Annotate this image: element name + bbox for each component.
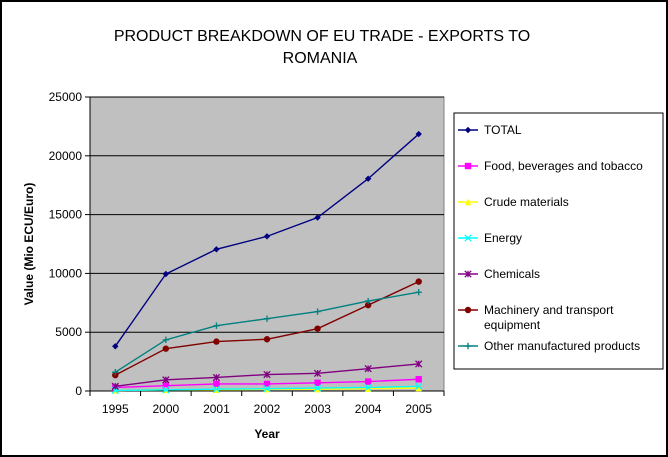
data-point xyxy=(364,383,372,392)
data-point xyxy=(415,289,422,296)
legend-label: Other manufactured products xyxy=(484,339,640,353)
data-point xyxy=(364,301,372,309)
data-point xyxy=(314,308,321,315)
legend-marker xyxy=(464,234,472,242)
x-tick-label: 2005 xyxy=(405,402,432,416)
data-point xyxy=(111,382,119,390)
data-point xyxy=(263,384,271,393)
x-tick-label: 2000 xyxy=(153,402,180,416)
data-point xyxy=(364,364,372,373)
y-tick-label: 5000 xyxy=(55,325,82,339)
legend-label: Machinery and transport xyxy=(484,303,614,317)
data-point xyxy=(162,336,170,344)
data-point xyxy=(314,379,321,386)
y-axis-label: Value (Mio ECU/Euro) xyxy=(22,183,36,306)
x-tick-labels: 1995 2000 2001 2002 2003 2004 2005 xyxy=(102,402,432,416)
series-group xyxy=(111,130,423,395)
y-tick-label: 20000 xyxy=(49,149,83,163)
series-0 xyxy=(112,130,422,350)
x-tick-label: 1995 xyxy=(102,402,129,416)
data-point xyxy=(415,384,422,392)
legend-label: Chemicals xyxy=(484,267,540,281)
legend-label: TOTAL xyxy=(484,123,522,137)
data-point xyxy=(263,380,271,388)
y-tick-label: 0 xyxy=(75,384,82,398)
legend-entry: Food, beverages and tobacco xyxy=(458,159,643,173)
data-point xyxy=(162,345,170,352)
series-5 xyxy=(112,278,422,379)
legend-entry: Other manufactured products xyxy=(458,339,640,353)
legend-marker xyxy=(464,270,472,278)
data-point xyxy=(112,343,119,350)
y-tick-labels: 0 5000 10000 15000 20000 25000 xyxy=(49,90,83,398)
legend-entry: Chemicals xyxy=(458,267,540,281)
data-point xyxy=(162,376,170,384)
x-tick-label: 2003 xyxy=(304,402,331,416)
gridlines xyxy=(90,96,444,333)
data-point xyxy=(314,325,321,332)
data-point xyxy=(415,360,423,368)
data-point xyxy=(212,373,221,382)
data-point xyxy=(263,315,271,322)
x-tick-label: 2001 xyxy=(203,402,230,416)
series-6 xyxy=(112,289,422,376)
legend-marker xyxy=(464,306,472,314)
y-tick-label: 15000 xyxy=(49,208,83,222)
data-point xyxy=(263,233,271,240)
data-point xyxy=(162,270,170,278)
y-tick-label: 10000 xyxy=(49,266,83,280)
data-point xyxy=(263,336,271,343)
data-point xyxy=(314,214,321,221)
legend: TOTAL Food, beverages and tobacco Crude ma… xyxy=(453,112,664,370)
data-point xyxy=(364,378,372,385)
data-point xyxy=(212,385,221,393)
data-point xyxy=(415,278,422,285)
data-point xyxy=(314,386,321,393)
legend-label: Crude materials xyxy=(484,195,569,209)
chart-title-line-1: PRODUCT BREAKDOWN OF EU TRADE - EXPORTS … xyxy=(114,28,530,45)
data-point xyxy=(415,382,423,390)
data-point xyxy=(415,130,422,138)
data-point xyxy=(213,338,220,345)
legend-label: Energy xyxy=(484,231,522,245)
data-point xyxy=(263,370,271,379)
x-tick-label: 2002 xyxy=(254,402,281,416)
data-point xyxy=(162,382,170,389)
legend-marker xyxy=(464,342,472,350)
legend-label: equipment xyxy=(484,318,541,332)
data-point xyxy=(364,175,372,182)
chart-title-line-2: ROMANIA xyxy=(283,50,358,67)
legend-entry: Crude materials xyxy=(458,195,569,209)
data-point xyxy=(313,369,322,378)
data-point xyxy=(213,246,220,253)
data-point xyxy=(415,376,422,383)
legend-box xyxy=(453,112,664,370)
legend-label: Food, beverages and tobacco xyxy=(484,159,643,173)
legend-marker xyxy=(464,198,472,206)
legend-entry: Energy xyxy=(458,231,522,245)
data-point xyxy=(364,385,372,392)
series-4 xyxy=(111,360,423,390)
x-tick-label: 2004 xyxy=(355,402,382,416)
data-point xyxy=(213,322,220,329)
data-point xyxy=(162,386,170,394)
plot-area xyxy=(89,96,445,392)
y-tick-label: 25000 xyxy=(49,90,83,104)
data-point xyxy=(213,380,220,388)
x-axis-label: Year xyxy=(254,427,280,441)
legend-marker xyxy=(464,162,472,170)
data-point xyxy=(364,297,372,305)
data-point xyxy=(112,368,119,376)
data-point xyxy=(313,384,322,392)
